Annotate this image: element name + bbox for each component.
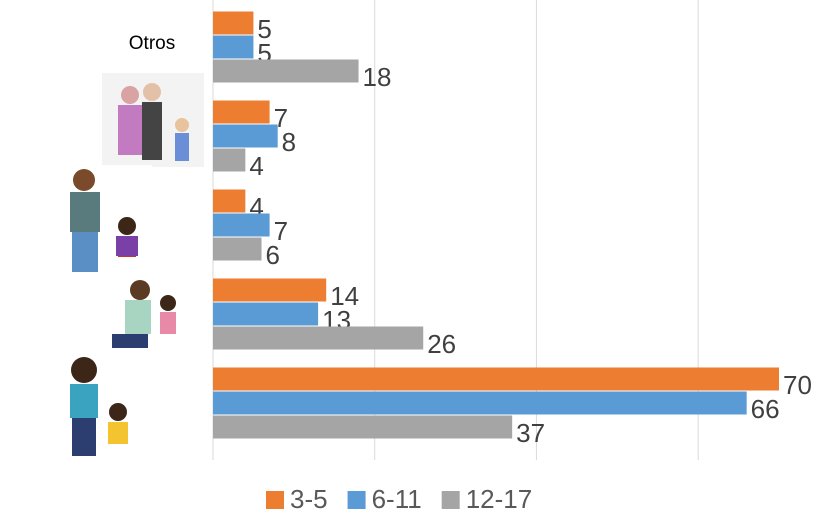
illustration	[125, 300, 151, 334]
illustration	[160, 312, 176, 334]
illustration	[73, 169, 95, 191]
illustration	[175, 133, 189, 161]
bar	[213, 60, 359, 83]
value-label: 70	[783, 370, 812, 400]
illustration	[121, 86, 139, 104]
legend-swatch	[442, 491, 460, 509]
bar	[213, 12, 253, 35]
illustration	[160, 295, 176, 311]
value-label: 37	[516, 418, 545, 448]
value-label: 66	[751, 394, 780, 424]
value-label: 26	[427, 329, 456, 359]
bar	[213, 279, 326, 302]
illustration	[175, 118, 189, 132]
bar	[213, 101, 270, 124]
illustration	[108, 422, 128, 444]
category-label-overlay: Otros	[129, 33, 175, 54]
value-label: 8	[282, 127, 296, 157]
bar	[213, 36, 253, 59]
chart: MadrePadreHermanosAbuelosOtros Otros 706…	[0, 0, 832, 518]
legend-swatch	[266, 491, 284, 509]
bar	[213, 190, 245, 213]
illustration	[109, 403, 127, 421]
bar	[213, 392, 747, 415]
value-label: 18	[363, 62, 392, 92]
bar	[213, 149, 245, 172]
illustration	[71, 357, 97, 383]
illustration	[72, 418, 96, 456]
bar	[213, 303, 318, 326]
legend-label: 6-11	[372, 484, 422, 514]
bar	[213, 327, 423, 350]
legend: 3-5 6-11 12-17	[266, 484, 532, 514]
legend-swatch	[348, 491, 366, 509]
bar	[213, 214, 270, 237]
illustration	[118, 105, 142, 155]
value-label: 4	[249, 151, 263, 181]
bar	[213, 368, 779, 391]
illustration	[116, 236, 138, 256]
illustration	[72, 232, 98, 272]
illustration	[130, 280, 150, 300]
bar	[213, 416, 512, 439]
legend-label: 12-17	[466, 484, 533, 514]
bar	[213, 125, 278, 148]
bar	[213, 238, 262, 261]
illustration	[70, 192, 100, 232]
illustration	[143, 83, 161, 101]
illustration	[70, 384, 98, 418]
illustration	[118, 217, 136, 235]
legend-label: 3-5	[290, 484, 328, 514]
value-label: 6	[266, 240, 280, 270]
illustration	[48, 348, 150, 462]
illustration	[142, 102, 162, 160]
